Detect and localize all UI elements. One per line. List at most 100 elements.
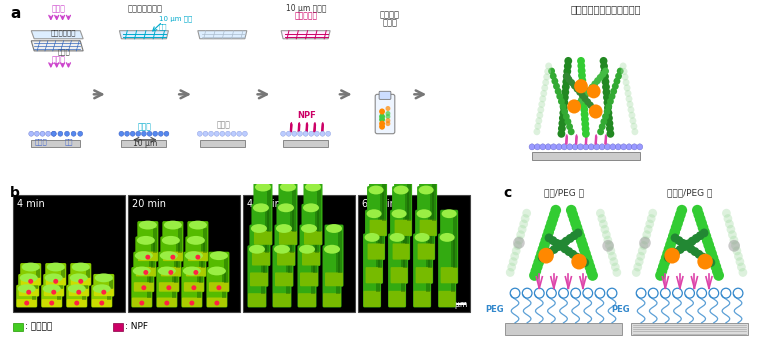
Text: NPF: NPF	[297, 110, 316, 120]
Circle shape	[559, 114, 567, 122]
Circle shape	[561, 93, 569, 101]
FancyBboxPatch shape	[367, 186, 385, 260]
Circle shape	[705, 244, 715, 255]
Bar	[122, 140, 166, 147]
Ellipse shape	[47, 262, 65, 271]
Text: マスク: マスク	[57, 48, 70, 54]
FancyBboxPatch shape	[388, 234, 406, 307]
Circle shape	[562, 237, 571, 245]
Circle shape	[580, 96, 588, 104]
Bar	[128, 195, 240, 312]
Circle shape	[587, 102, 594, 108]
Circle shape	[578, 97, 585, 104]
Circle shape	[579, 81, 587, 89]
FancyBboxPatch shape	[286, 252, 290, 294]
FancyBboxPatch shape	[323, 245, 342, 307]
Circle shape	[509, 257, 517, 266]
Text: 紫外線: 紫外線	[52, 4, 65, 13]
FancyBboxPatch shape	[390, 210, 408, 284]
Circle shape	[698, 254, 713, 270]
Circle shape	[711, 261, 721, 272]
Circle shape	[669, 226, 680, 237]
Circle shape	[166, 285, 172, 290]
Circle shape	[551, 144, 557, 150]
FancyBboxPatch shape	[419, 163, 437, 236]
Ellipse shape	[367, 209, 382, 218]
Circle shape	[546, 248, 554, 257]
Ellipse shape	[326, 224, 342, 233]
FancyBboxPatch shape	[379, 91, 391, 99]
Circle shape	[637, 144, 643, 150]
Circle shape	[542, 251, 551, 259]
Ellipse shape	[274, 245, 290, 254]
Circle shape	[672, 218, 683, 229]
Circle shape	[567, 128, 574, 135]
Circle shape	[695, 214, 705, 224]
Circle shape	[667, 235, 677, 246]
Polygon shape	[198, 31, 247, 39]
FancyBboxPatch shape	[336, 252, 340, 294]
Ellipse shape	[139, 221, 157, 230]
Circle shape	[546, 218, 557, 229]
Circle shape	[684, 239, 692, 248]
Text: PEG: PEG	[611, 305, 629, 314]
Circle shape	[507, 262, 516, 272]
FancyBboxPatch shape	[162, 221, 183, 261]
Circle shape	[604, 99, 611, 107]
Circle shape	[620, 63, 627, 70]
Circle shape	[531, 266, 541, 276]
Circle shape	[58, 131, 63, 136]
Circle shape	[581, 120, 589, 128]
Ellipse shape	[392, 209, 407, 218]
Circle shape	[564, 57, 572, 65]
Circle shape	[563, 113, 570, 120]
FancyBboxPatch shape	[303, 183, 323, 245]
Circle shape	[601, 225, 609, 234]
Circle shape	[602, 113, 609, 120]
Circle shape	[624, 90, 631, 97]
Circle shape	[734, 252, 743, 261]
Circle shape	[566, 205, 577, 216]
Circle shape	[574, 79, 588, 93]
Circle shape	[537, 253, 547, 262]
FancyBboxPatch shape	[261, 252, 265, 294]
Circle shape	[597, 74, 604, 81]
Circle shape	[280, 131, 286, 136]
Circle shape	[549, 209, 560, 220]
Circle shape	[583, 257, 594, 268]
Circle shape	[625, 95, 632, 102]
Circle shape	[547, 214, 558, 224]
Circle shape	[567, 209, 578, 220]
Ellipse shape	[18, 284, 35, 293]
Circle shape	[708, 253, 718, 264]
FancyBboxPatch shape	[393, 243, 410, 260]
FancyBboxPatch shape	[363, 291, 380, 307]
Circle shape	[554, 242, 563, 251]
Ellipse shape	[324, 245, 340, 254]
Circle shape	[226, 131, 230, 136]
Circle shape	[564, 247, 574, 256]
Circle shape	[231, 131, 236, 136]
FancyBboxPatch shape	[149, 258, 152, 283]
Circle shape	[142, 131, 146, 136]
Circle shape	[662, 248, 673, 259]
Ellipse shape	[208, 267, 226, 275]
Circle shape	[326, 131, 330, 136]
Circle shape	[655, 270, 666, 281]
FancyBboxPatch shape	[323, 293, 341, 307]
FancyBboxPatch shape	[187, 221, 209, 261]
Circle shape	[203, 131, 208, 136]
Circle shape	[580, 101, 588, 109]
Circle shape	[604, 109, 612, 117]
Circle shape	[35, 131, 39, 136]
Text: a: a	[11, 6, 21, 21]
Circle shape	[561, 88, 569, 96]
Bar	[12, 323, 23, 331]
Circle shape	[557, 239, 567, 248]
Ellipse shape	[419, 186, 434, 194]
Circle shape	[737, 262, 746, 272]
Text: を添加: を添加	[383, 19, 397, 28]
Circle shape	[554, 88, 561, 95]
Circle shape	[732, 246, 742, 255]
Circle shape	[594, 77, 601, 84]
